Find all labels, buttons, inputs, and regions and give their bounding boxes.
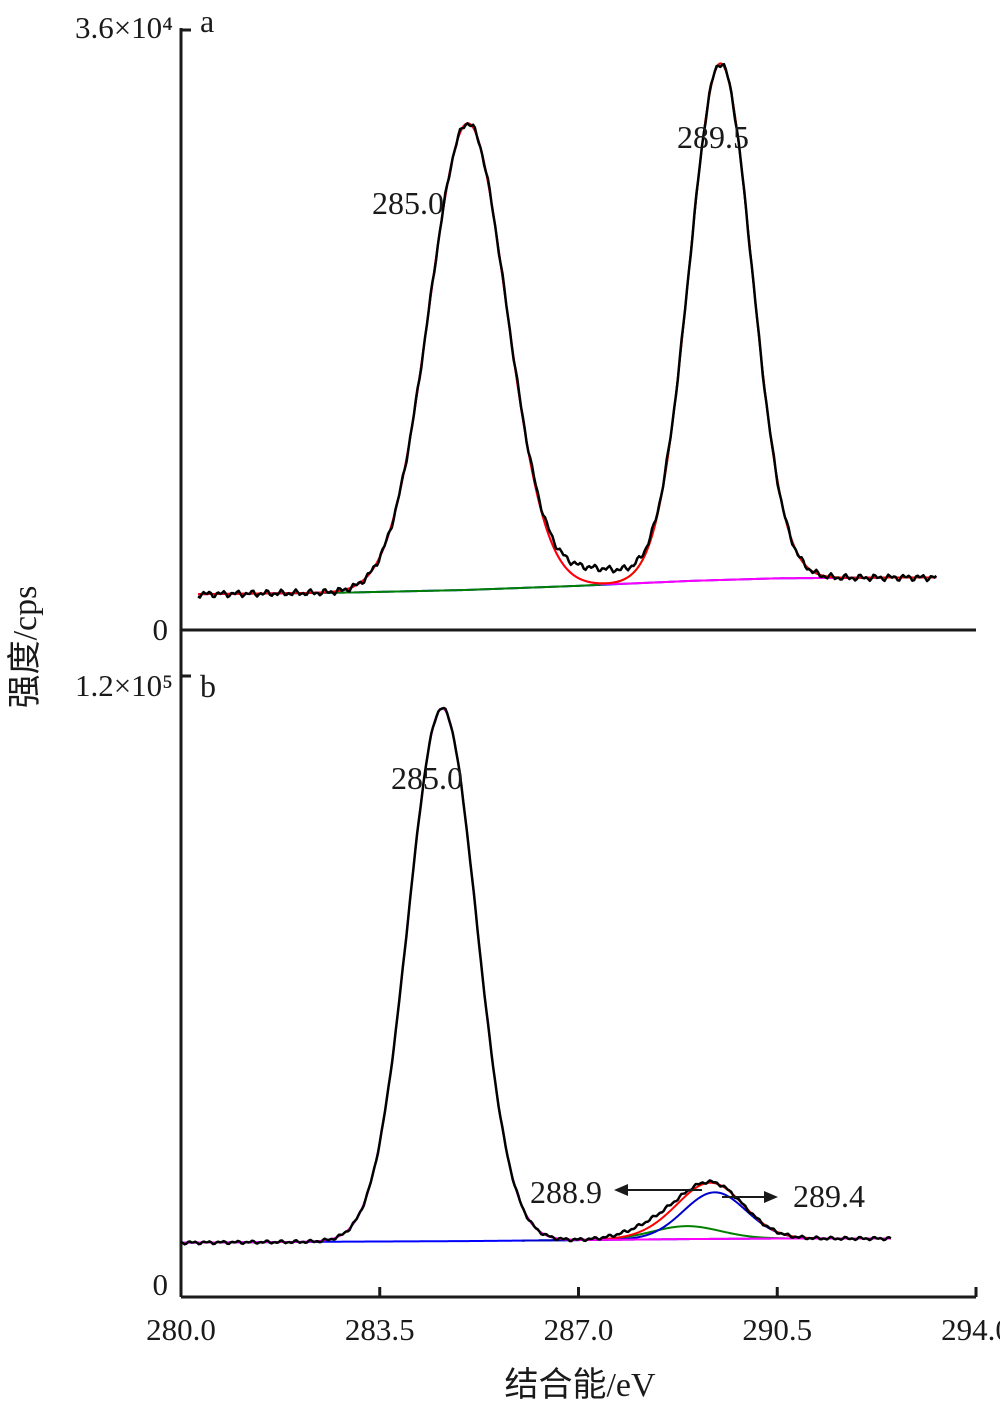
- panel-label-b: b: [200, 668, 216, 704]
- x-tick-label-4: 294.0: [941, 1312, 1000, 1347]
- ymin-label-a: 0: [153, 612, 169, 647]
- fit-peak-285-0-b: [180, 707, 891, 1244]
- annotation-a-285-0: 285.0: [372, 185, 444, 221]
- raw-spectrum-b: [180, 706, 892, 1246]
- annotation-b-289-4: 289.4: [793, 1178, 865, 1214]
- fit-peak-289-5-a: [294, 62, 937, 595]
- annotation-b-285-0: 285.0: [391, 760, 463, 796]
- arrow-289-4: [722, 1191, 778, 1203]
- x-tick-labels: 280.0 283.5 287.0 290.5 294.0: [146, 1287, 1000, 1347]
- annotation-a-289-5: 289.5: [677, 119, 749, 155]
- ymin-label-b: 0: [153, 1267, 169, 1302]
- arrow-288-9: [614, 1184, 702, 1196]
- curves-panel-a: [197, 62, 938, 599]
- raw-spectrum-a: [197, 62, 938, 599]
- y-axis-title: 强度/cps: [6, 586, 44, 709]
- annotation-b-288-9: 288.9: [530, 1174, 602, 1210]
- panel-label-a: a: [200, 3, 214, 39]
- ymax-label-b: 1.2×10⁵: [75, 668, 173, 703]
- x-axis-title: 结合能/eV: [504, 1366, 656, 1404]
- curves-panel-b: [180, 706, 892, 1246]
- envelope-a: [198, 62, 937, 596]
- fit-peak-285-0-a: [198, 122, 937, 596]
- axes: [179, 28, 976, 1299]
- x-tick-label-0: 280.0: [146, 1312, 216, 1347]
- x-tick-label-3: 290.5: [742, 1312, 812, 1347]
- x-tick-label-1: 283.5: [345, 1312, 415, 1347]
- x-tick-label-2: 287.0: [544, 1312, 614, 1347]
- ymax-label-a: 3.6×10⁴: [75, 10, 173, 45]
